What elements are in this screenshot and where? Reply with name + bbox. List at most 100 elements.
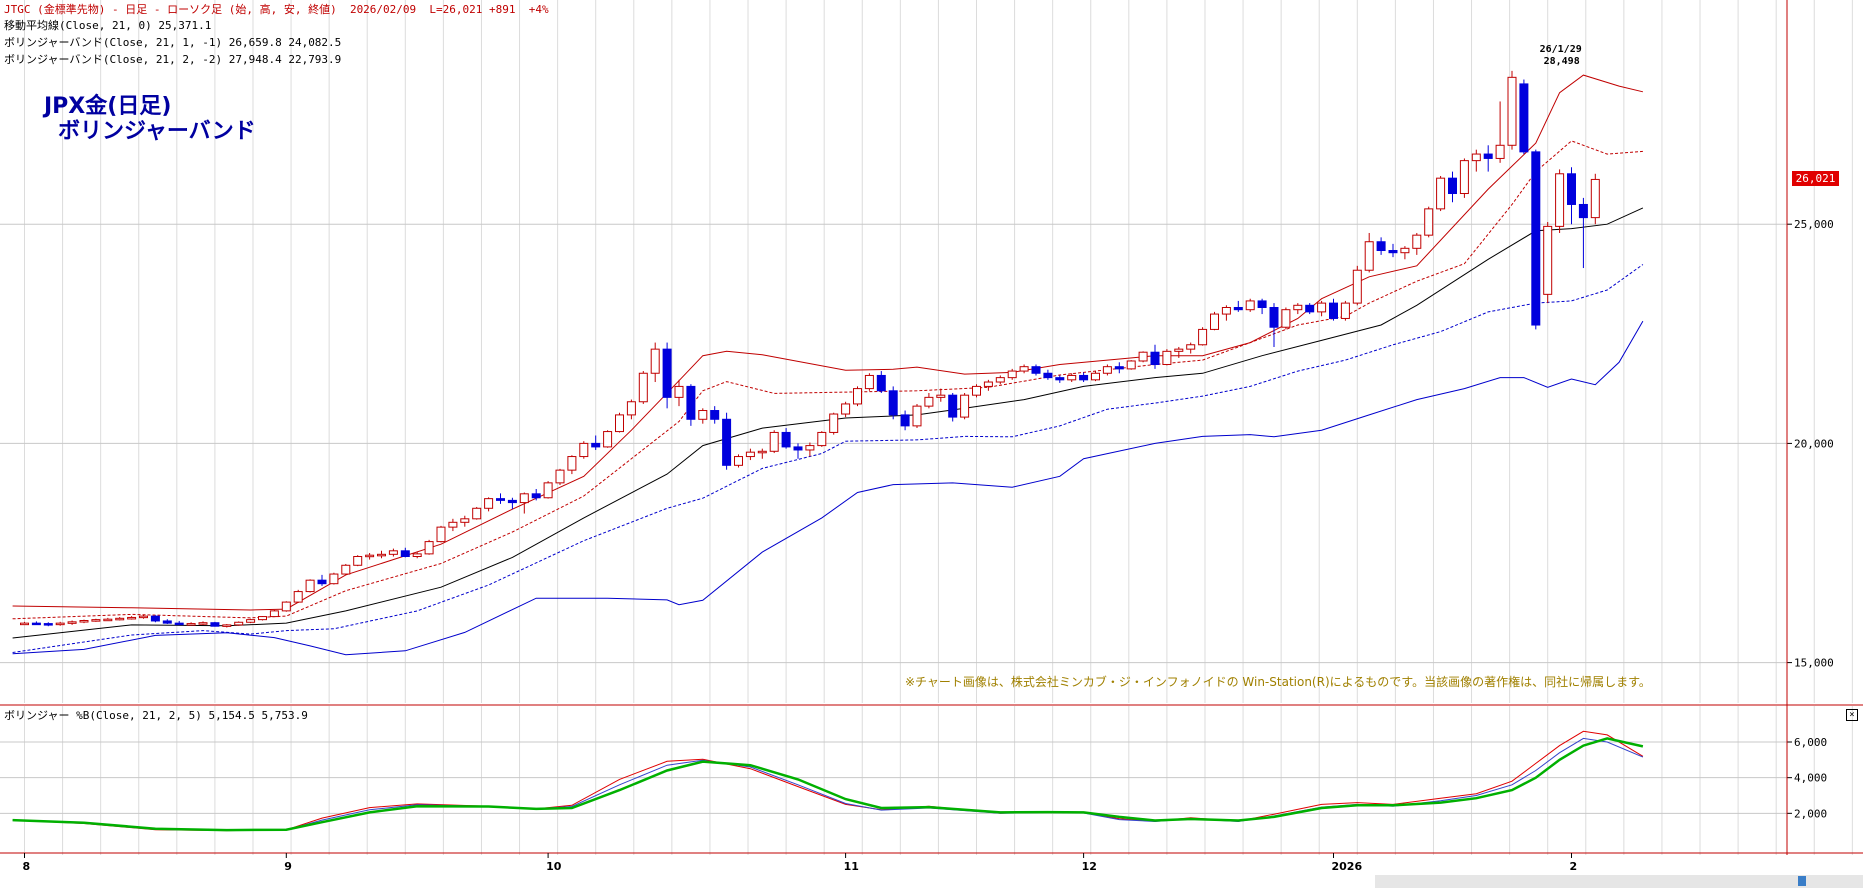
candle-up [79,620,89,623]
horizontal-scrollbar[interactable] [1375,875,1863,888]
candle-up [912,405,922,427]
candle-up [841,403,851,415]
candle-down [1388,250,1398,254]
candle-up [1138,351,1148,362]
candle-up [1543,225,1553,295]
candle-up [412,553,422,558]
candle-up [115,617,125,621]
candle-down [781,431,791,448]
candle-down [1055,377,1065,381]
upper-band-2sigma [12,74,1644,611]
instrument-header: JTGC (金標準先物) - 日足 - ローソク足 (始, 高, 安, 終値) … [4,3,549,16]
candle-down [662,348,672,398]
candle-up [365,554,375,558]
candle-up [222,624,232,627]
candle-up [1186,344,1196,350]
candle-up [1007,370,1017,379]
candle-down [210,622,220,627]
candle-down [1269,306,1279,328]
pb-y-tick-label: 6,000 [1794,736,1827,749]
close-indicator-icon[interactable]: × [1846,709,1858,721]
last-price-badge: 26,021 [1792,171,1839,186]
candle-up [388,550,398,555]
y-tick-label: 20,000 [1794,437,1834,450]
y-tick-label: 15,000 [1794,657,1834,670]
candle-down [686,385,696,420]
candle-down [1233,306,1243,311]
candle-down [1376,241,1386,252]
peak-value-label: 28,498 [1544,56,1580,67]
candle-up [936,394,946,398]
candle-up [829,413,839,433]
candle-down [1031,366,1041,374]
candle-up [1091,372,1100,381]
chart-title-line1: JPX金(日足) [44,94,172,119]
candle-up [1126,360,1136,370]
x-tick-label: 11 [844,860,859,873]
candle-up [1221,306,1231,315]
candle-up [1019,366,1029,372]
candle-up [960,394,970,418]
candle-up [1317,302,1327,313]
candle-down [1329,302,1338,319]
x-tick-label: 9 [284,860,292,873]
candle-up [519,493,529,504]
ma-legend: 移動平均線(Close, 21, 0) 25,371.1 [4,19,212,32]
candle-up [579,442,589,458]
candle-up [246,619,256,623]
candle-up [1340,302,1350,319]
candle-down [400,550,410,558]
candle-up [1293,304,1303,311]
x-tick-label: 10 [546,860,562,873]
candle-up [103,618,113,622]
candle-up [1412,234,1422,249]
candle-down [793,446,803,451]
moving-average-21 [12,207,1644,639]
candle-up [293,591,303,603]
chart-title: JPX金(日足) ボリンジャーバンド [44,94,256,144]
candle-down [876,374,886,392]
candle-down [1150,351,1160,365]
x-tick-label: 2 [1570,860,1578,873]
candle-up [674,385,684,398]
candle-up [258,616,267,621]
candle-up [995,377,1005,383]
indicator-legend: ボリンジャー %B(Close, 21, 2, 5) 5,154.5 5,753… [4,709,308,722]
bb2-legend: ボリンジャーバンド(Close, 21, 2, -2) 27,948.4 22,… [4,53,342,66]
candle-up [1364,241,1374,271]
candle-up [281,601,291,612]
candle-up [1459,160,1469,195]
candle-down [888,390,898,416]
candle-up [734,456,743,466]
candle-up [341,564,351,575]
candle-up [198,622,208,625]
candle-up [1210,313,1219,330]
candle-up [127,616,137,620]
candle-up [424,541,434,555]
candle-up [555,469,565,484]
candle-up [67,621,77,624]
candle-up [1162,350,1172,365]
candle-up [377,553,386,557]
candle-up [269,610,279,618]
scrollbar-thumb[interactable] [1798,876,1806,886]
candle-up [650,348,660,374]
candle-down [531,493,541,499]
candle-up [757,450,767,454]
candle-down [1483,153,1493,159]
candle-up [1590,178,1600,219]
candle-up [234,621,244,626]
candle-up [55,622,65,626]
chart-title-line2: ボリンジャーバンド [58,119,256,144]
candle-up [603,431,613,448]
candle-down [591,442,601,448]
candle-down [496,498,505,501]
x-tick-label: 8 [23,860,31,873]
candle-up [1436,177,1446,210]
candle-up [1102,366,1112,374]
candle-up [805,445,815,451]
candle-up [817,431,827,447]
candle-down [1567,173,1576,205]
lower-band-1sigma [12,264,1644,653]
